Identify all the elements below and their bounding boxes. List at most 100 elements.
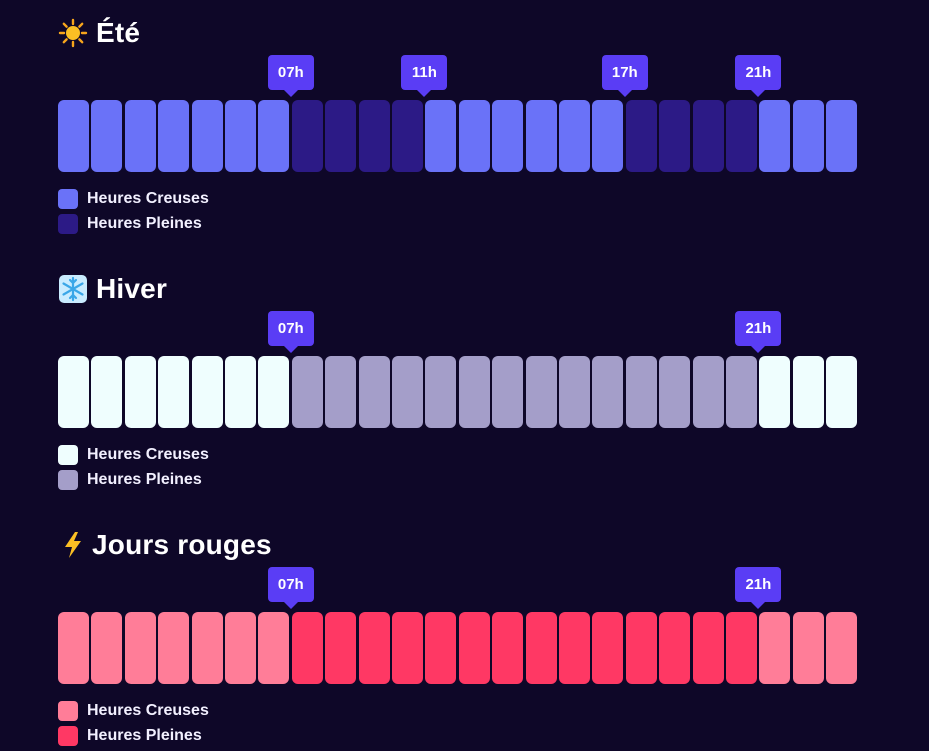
hour-bar-creuses [191,612,223,684]
section-title-text: Hiver [96,273,168,304]
hour-bar-pleines [659,612,691,684]
hour-bar-creuses [792,612,824,684]
legend: Heures Creuses Heures Pleines [58,442,209,492]
hour-bar-pleines [492,612,524,684]
hour-bar-pleines [625,356,657,428]
hour-marker-tag: 07h [267,311,314,353]
section-title: Été [58,16,140,50]
legend-label: Heures Pleines [87,214,202,232]
legend-label: Heures Creuses [87,189,209,207]
section-hiver: Hiver 07h 21h Heures Creuses Heures Plein… [0,256,929,496]
hour-bar-creuses [759,100,791,172]
legend-label: Heures Pleines [87,726,202,744]
hour-bar-creuses [158,612,190,684]
hour-bar-creuses [792,356,824,428]
hour-bar-creuses [826,612,858,684]
hour-bar-pleines [692,356,724,428]
legend-item-pleines: Heures Pleines [58,723,209,748]
hour-bar-creuses [158,100,190,172]
hour-bar-creuses [458,100,490,172]
hour-marker-tag: 11h [401,55,448,97]
hour-bar-creuses [492,100,524,172]
legend-item-creuses: Heures Creuses [58,698,209,723]
hour-bar-pleines [358,100,390,172]
section-title: Hiver [58,272,167,306]
hour-bar-pleines [291,612,323,684]
hour-bar-creuses [425,100,457,172]
hour-bar-creuses [158,356,190,428]
hour-bar-pleines [559,356,590,428]
hour-bar-pleines [425,612,457,684]
legend-item-pleines: Heures Pleines [58,211,209,236]
hour-bar-pleines [392,100,423,172]
hour-bar-creuses [124,356,156,428]
hour-bar-pleines [726,356,757,428]
section-ete: Été 07h 11h 17h 21h Heures Creuses Heures P… [0,0,929,240]
hour-bar-creuses [826,100,858,172]
hour-marker-tag: 21h [735,55,782,97]
hour-bar-pleines [392,612,423,684]
section-title-text: Été [96,17,141,48]
hour-bar-pleines [358,356,390,428]
hour-bar-pleines [325,612,357,684]
hour-bar-creuses [592,100,624,172]
legend-swatch-creuses [58,700,78,721]
hour-bar-pleines [425,356,457,428]
hour-bar-pleines [625,612,657,684]
hour-bar-pleines [291,356,323,428]
snowflake-icon [58,274,88,304]
hour-bar-creuses [759,612,791,684]
hour-bar-pleines [458,356,490,428]
hour-bar-pleines [458,612,490,684]
hour-bar-pleines [525,356,557,428]
section-jours-rouges: Jours rouges 07h 21h Heures Creuses Heure… [0,512,929,751]
hour-bars [58,612,858,684]
hour-bar-creuses [792,100,824,172]
hour-bar-pleines [291,100,323,172]
hour-bar-creuses [759,356,791,428]
hour-bar-pleines [592,356,624,428]
hour-bar-creuses [191,100,223,172]
hour-bar-pleines [358,612,390,684]
hour-bar-pleines [625,100,657,172]
legend-swatch-creuses [58,188,78,209]
hour-marker-tag: 07h [267,567,314,609]
hour-marker-tag: 17h [601,55,648,97]
hour-bar-creuses [559,100,590,172]
hour-bar-creuses [124,612,156,684]
hour-bar-pleines [659,100,691,172]
hour-bar-creuses [191,356,223,428]
sun-icon [58,18,88,48]
hour-bar-pleines [559,612,590,684]
hour-bar-pleines [325,356,357,428]
hour-marker-tag: 21h [735,567,782,609]
legend-swatch-pleines [58,213,78,234]
hour-bar-pleines [726,100,757,172]
hour-bar-pleines [325,100,357,172]
legend-item-pleines: Heures Pleines [58,467,209,492]
hour-bar-creuses [124,100,156,172]
legend-label: Heures Creuses [87,445,209,463]
legend-item-creuses: Heures Creuses [58,442,209,467]
hour-bars [58,356,858,428]
legend: Heures Creuses Heures Pleines [58,186,209,236]
hour-bar-creuses [258,612,290,684]
hour-bars [58,100,858,172]
hour-bar-pleines [692,100,724,172]
legend-label: Heures Creuses [87,701,209,719]
legend-item-creuses: Heures Creuses [58,186,209,211]
hour-bar-creuses [826,356,858,428]
section-title: Jours rouges [58,528,272,562]
hour-bar-pleines [659,356,691,428]
hour-bar-creuses [91,612,123,684]
hour-bar-pleines [692,612,724,684]
legend: Heures Creuses Heures Pleines [58,698,209,748]
hour-bar-creuses [58,356,89,428]
hour-bar-creuses [258,356,290,428]
hour-bar-creuses [91,356,123,428]
hour-marker-tag: 07h [267,55,314,97]
hour-bar-creuses [225,612,256,684]
hour-marker-tag: 21h [735,311,782,353]
section-title-text: Jours rouges [92,529,272,560]
